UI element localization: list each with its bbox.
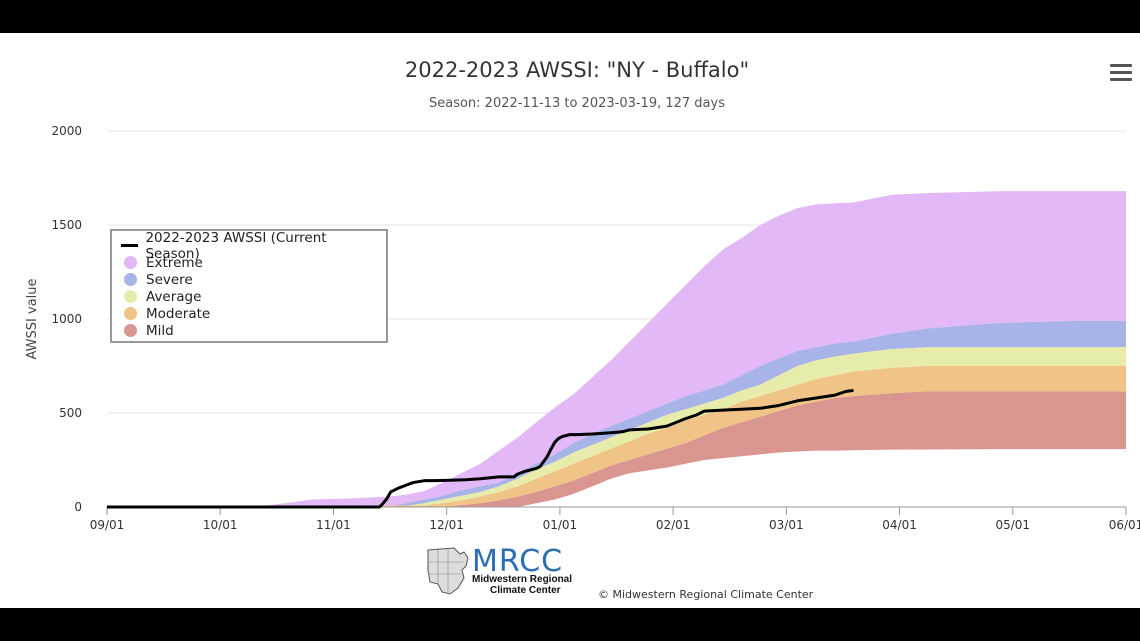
x-tick-label: 01/01 [543, 518, 578, 532]
legend-swatch [124, 256, 137, 269]
legend-item-extreme[interactable]: Extreme [120, 254, 378, 271]
legend-label: Moderate [146, 305, 211, 322]
y-tick-label: 500 [59, 406, 82, 420]
legend-swatch [124, 307, 137, 320]
chart-subtitle: Season: 2022-11-13 to 2023-03-19, 127 da… [428, 96, 725, 111]
x-tick-label: 03/01 [769, 518, 804, 532]
series-line-current-season [107, 388, 854, 509]
x-tick-label: 06/01 [1109, 518, 1140, 532]
x-tick-label: 09/01 [90, 518, 125, 532]
band-average [107, 347, 1126, 507]
x-tick-label: 10/01 [203, 518, 238, 532]
logo-wordmark: MRCC [472, 544, 564, 579]
legend-item-current-season[interactable]: 2022-2023 AWSSI (Current Season) [120, 230, 378, 262]
legend-label: Mild [146, 322, 174, 339]
x-tick-label: 11/01 [316, 518, 351, 532]
legend-label: Average [146, 288, 202, 305]
bottom-letterbox [0, 608, 1140, 641]
y-tick-label: 0 [74, 500, 82, 514]
band-moderate [107, 366, 1126, 507]
top-letterbox [0, 0, 1140, 33]
chart-title: 2022-2023 AWSSI: "NY - Buffalo" [404, 58, 750, 82]
logo-subtitle-line1: Midwestern Regional [472, 574, 573, 585]
y-tick-label: 2000 [51, 124, 82, 138]
hamburger-menu-icon[interactable] [1110, 64, 1132, 84]
band-severe [107, 320, 1126, 507]
x-tick-label: 12/01 [429, 518, 464, 532]
legend-item-severe[interactable]: Severe [120, 271, 378, 288]
legend-label: Extreme [146, 254, 203, 271]
y-axis-label: AWSSI value [25, 278, 40, 359]
legend-swatch [124, 290, 137, 303]
legend-item-moderate[interactable]: Moderate [120, 305, 378, 322]
x-tick-label: 02/01 [656, 518, 691, 532]
legend-swatch [124, 324, 137, 337]
menu-line [1110, 78, 1132, 81]
mrcc-logo: MRCC Midwestern Regional Climate Center [424, 544, 594, 598]
chart-legend: 2022-2023 AWSSI (Current Season) Extreme… [110, 229, 388, 343]
band-extreme [107, 191, 1126, 507]
y-tick-label: 1000 [51, 312, 82, 326]
legend-label: 2022-2023 AWSSI (Current Season) [145, 229, 327, 262]
menu-line [1110, 64, 1132, 67]
menu-line [1110, 71, 1132, 74]
legend-line-swatch [121, 244, 139, 247]
y-tick-label: 1500 [51, 218, 82, 232]
x-tick-label: 04/01 [882, 518, 917, 532]
logo-subtitle-line2: Climate Center [490, 585, 561, 596]
legend-item-average[interactable]: Average [120, 288, 378, 305]
band-mild [107, 391, 1126, 507]
legend-label: Severe [146, 271, 193, 288]
x-tick-label: 05/01 [995, 518, 1030, 532]
midwest-map-icon [427, 547, 469, 595]
legend-swatch [124, 273, 137, 286]
copyright-credit: © Midwestern Regional Climate Center [598, 588, 814, 601]
legend-item-mild[interactable]: Mild [120, 322, 378, 339]
